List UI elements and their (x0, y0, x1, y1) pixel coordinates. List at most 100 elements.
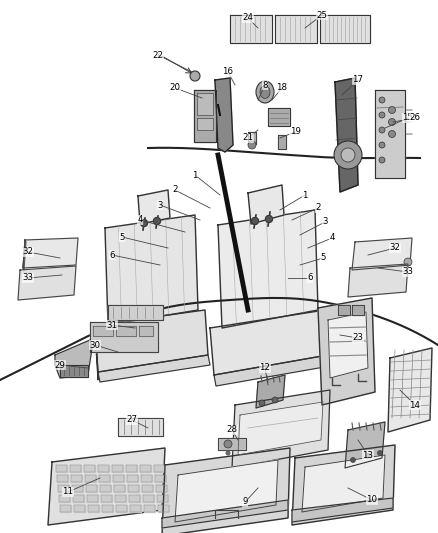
Polygon shape (158, 505, 169, 512)
Circle shape (251, 217, 258, 224)
Circle shape (379, 157, 385, 163)
Circle shape (259, 400, 265, 406)
Polygon shape (95, 325, 98, 380)
Polygon shape (87, 495, 98, 502)
Circle shape (378, 450, 382, 456)
Text: 9: 9 (242, 497, 247, 506)
Text: 19: 19 (290, 127, 300, 136)
Polygon shape (48, 448, 165, 525)
Text: 12: 12 (259, 364, 271, 373)
Polygon shape (59, 495, 70, 502)
Circle shape (334, 141, 362, 169)
Circle shape (389, 107, 396, 114)
Text: 10: 10 (367, 496, 378, 505)
Polygon shape (230, 15, 272, 43)
Polygon shape (130, 505, 141, 512)
Circle shape (404, 258, 412, 266)
Text: 8: 8 (262, 80, 268, 90)
Polygon shape (143, 495, 154, 502)
Polygon shape (74, 505, 85, 512)
Text: 18: 18 (276, 84, 287, 93)
Polygon shape (215, 78, 233, 152)
Circle shape (248, 141, 256, 149)
Text: 25: 25 (317, 11, 328, 20)
Text: 32: 32 (389, 244, 400, 253)
Polygon shape (352, 305, 364, 315)
Polygon shape (84, 465, 95, 472)
Text: 33: 33 (22, 273, 33, 282)
Polygon shape (105, 215, 198, 325)
Text: 3: 3 (322, 217, 328, 227)
Text: 1: 1 (192, 171, 198, 180)
Polygon shape (156, 485, 167, 492)
Circle shape (153, 217, 160, 224)
Polygon shape (141, 475, 152, 482)
Polygon shape (114, 485, 125, 492)
Polygon shape (101, 495, 112, 502)
Polygon shape (275, 15, 317, 43)
Polygon shape (232, 390, 330, 468)
Polygon shape (210, 310, 328, 375)
Polygon shape (302, 455, 385, 512)
Polygon shape (335, 78, 358, 192)
Text: 23: 23 (353, 334, 364, 343)
Circle shape (389, 118, 396, 125)
Circle shape (350, 457, 356, 463)
Polygon shape (57, 475, 68, 482)
Polygon shape (115, 495, 126, 502)
Polygon shape (352, 238, 412, 270)
Circle shape (141, 220, 148, 227)
Text: 5: 5 (119, 232, 125, 241)
Text: 13: 13 (363, 450, 374, 459)
Ellipse shape (260, 85, 270, 99)
Polygon shape (55, 340, 92, 378)
Polygon shape (129, 495, 140, 502)
Ellipse shape (256, 81, 274, 103)
Polygon shape (345, 422, 385, 468)
Polygon shape (60, 365, 88, 377)
Circle shape (379, 97, 385, 103)
Text: 3: 3 (157, 200, 163, 209)
Polygon shape (292, 498, 393, 522)
Polygon shape (23, 238, 78, 268)
Polygon shape (85, 475, 96, 482)
Polygon shape (73, 495, 84, 502)
Polygon shape (98, 355, 210, 382)
Polygon shape (155, 475, 166, 482)
Text: 11: 11 (63, 488, 74, 497)
Polygon shape (375, 90, 405, 178)
Circle shape (379, 142, 385, 148)
Circle shape (379, 112, 385, 118)
Text: 6: 6 (307, 273, 313, 282)
Text: 22: 22 (152, 51, 163, 60)
Polygon shape (348, 264, 408, 297)
Polygon shape (58, 485, 69, 492)
Polygon shape (388, 348, 432, 432)
Polygon shape (256, 375, 285, 408)
Polygon shape (318, 298, 375, 405)
Text: 6: 6 (109, 251, 115, 260)
Circle shape (341, 148, 355, 162)
Circle shape (226, 450, 230, 456)
Polygon shape (197, 93, 213, 115)
Text: 2: 2 (315, 204, 321, 213)
Circle shape (265, 215, 272, 222)
Polygon shape (328, 312, 368, 378)
Polygon shape (278, 135, 286, 149)
Polygon shape (238, 402, 323, 455)
Polygon shape (139, 326, 153, 336)
Polygon shape (71, 475, 82, 482)
Polygon shape (72, 485, 83, 492)
Text: 28: 28 (226, 425, 237, 434)
Text: 17: 17 (353, 76, 364, 85)
Polygon shape (88, 505, 99, 512)
Text: 24: 24 (243, 13, 254, 22)
Polygon shape (140, 465, 151, 472)
Polygon shape (268, 108, 290, 126)
Text: 21: 21 (243, 133, 254, 142)
Polygon shape (248, 132, 256, 144)
Polygon shape (128, 485, 139, 492)
Polygon shape (320, 15, 370, 43)
Text: 27: 27 (127, 416, 138, 424)
Circle shape (365, 454, 371, 458)
